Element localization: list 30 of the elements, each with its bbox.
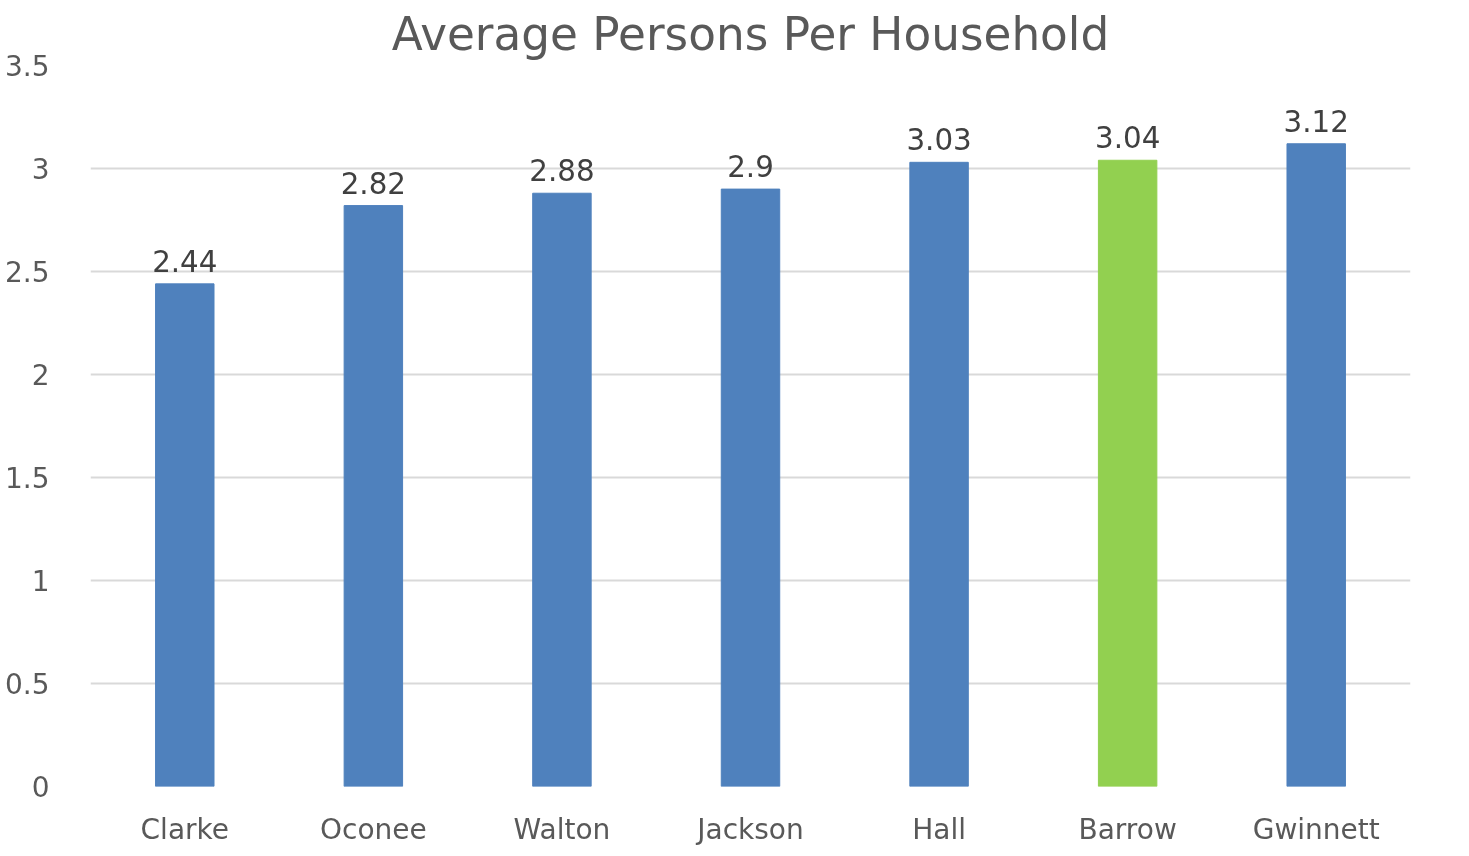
y-tick-label: 2.5 (4, 256, 50, 289)
y-tick-label: 2 (31, 359, 50, 392)
data-label: 3.12 (1283, 104, 1349, 139)
bar (909, 161, 969, 787)
bar (720, 188, 781, 787)
y-tick-label: 1.5 (4, 462, 50, 495)
y-tick-label: 3.5 (4, 50, 50, 83)
bar (532, 192, 592, 787)
x-tick-label: Gwinnett (1252, 812, 1380, 846)
bar (343, 205, 404, 787)
x-tick-label: Clarke (140, 812, 230, 846)
bar (1097, 159, 1158, 787)
x-tick-label: Oconee (319, 812, 427, 846)
x-tick-label: Hall (912, 812, 966, 846)
data-label: 2.88 (529, 154, 595, 189)
data-label: 2.9 (727, 150, 774, 185)
data-label: 3.03 (906, 123, 972, 158)
y-tick-label: 0.5 (4, 668, 50, 701)
y-tick-label: 0 (31, 771, 50, 804)
x-tick-label: Barrow (1078, 812, 1177, 846)
y-tick-label: 3 (31, 153, 50, 186)
x-tick-label: Walton (513, 812, 611, 846)
y-tick-label: 1 (31, 565, 50, 598)
data-label: 3.04 (1094, 121, 1161, 156)
data-label: 2.82 (340, 166, 407, 201)
x-tick-label: Jackson (695, 812, 804, 846)
chart-title: Average Persons Per Household (391, 7, 1110, 61)
data-label: 2.44 (152, 244, 218, 279)
bar (1286, 143, 1346, 787)
bar (155, 283, 215, 787)
